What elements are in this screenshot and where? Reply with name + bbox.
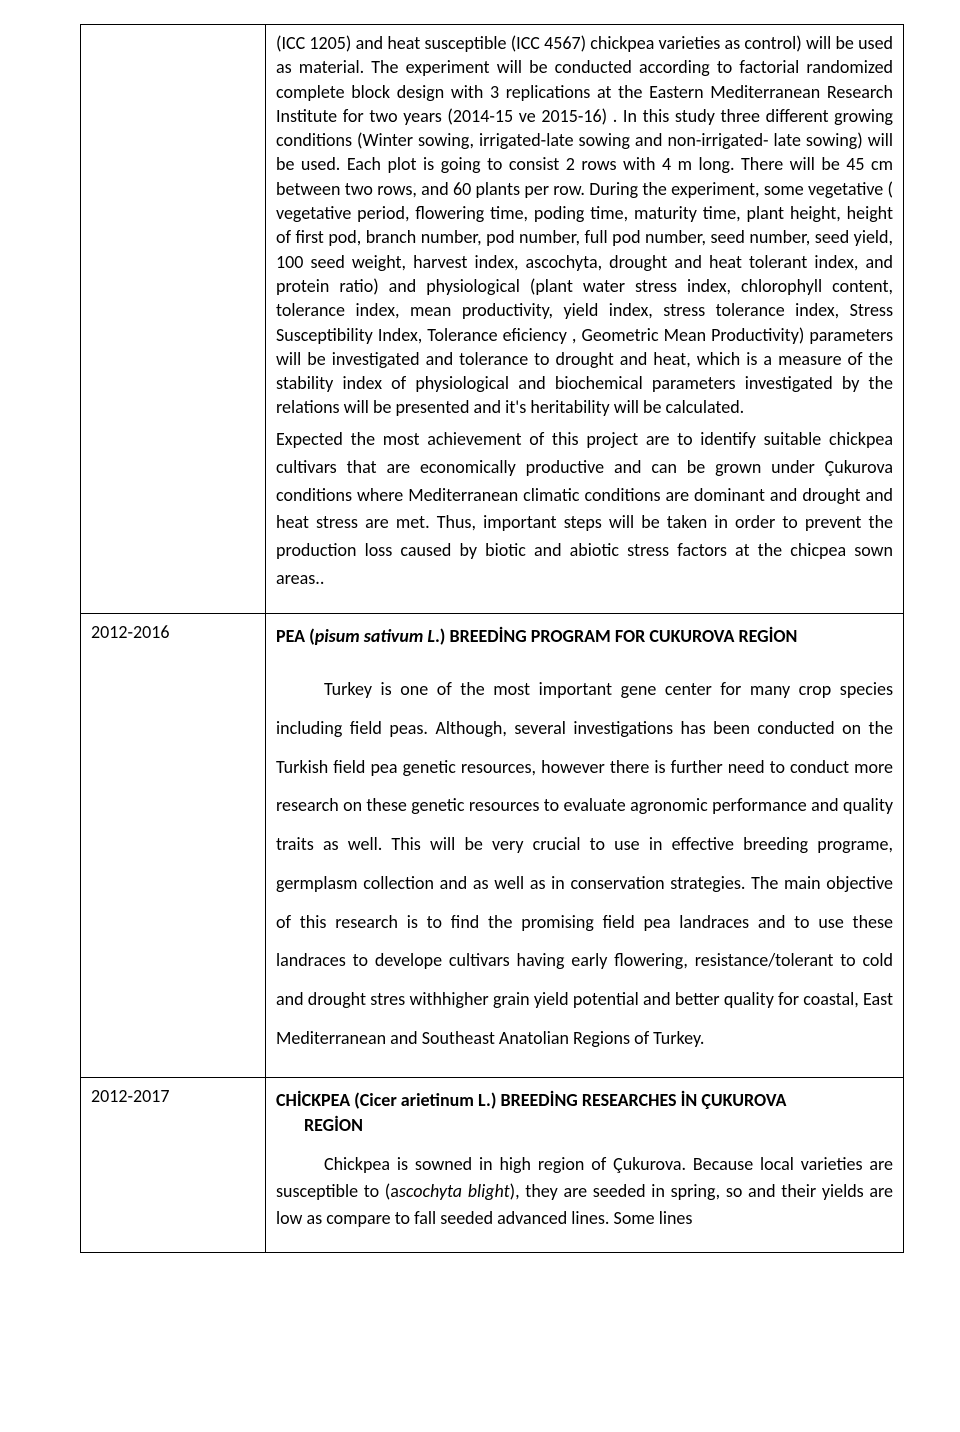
table-row: 2012-2016 PEA (pisum sativum L.) BREEDİN… xyxy=(81,614,904,1078)
title-text-italic: pisum sativum L xyxy=(315,625,435,647)
project-title: CHİCKPEA (Cicer arietinum L.) BREEDİNG R… xyxy=(276,1088,893,1137)
title-text-pre: PEA ( xyxy=(276,625,315,647)
title-text-line2: REGİON xyxy=(276,1113,893,1137)
projects-table: (ICC 1205) and heat susceptible (ICC 456… xyxy=(80,24,904,1253)
body-cell: CHİCKPEA (Cicer arietinum L.) BREEDİNG R… xyxy=(266,1078,904,1253)
body-cell: (ICC 1205) and heat susceptible (ICC 456… xyxy=(266,25,904,614)
body-paragraph: Chickpea is sowned in high region of Çuk… xyxy=(276,1151,893,1232)
date-text: 2012-2017 xyxy=(91,1085,170,1107)
body-paragraph: Turkey is one of the most important gene… xyxy=(276,670,893,1057)
body-text-italic: scochyta blight xyxy=(399,1180,510,1202)
title-text-pre: CHİCKPEA ( xyxy=(276,1089,360,1111)
body-paragraph: (ICC 1205) and heat susceptible (ICC 456… xyxy=(276,31,893,420)
title-text-post: .) BREEDİNG PROGRAM FOR CUKUROVA REGİON xyxy=(435,625,797,647)
project-title: PEA (pisum sativum L.) BREEDİNG PROGRAM … xyxy=(276,624,893,648)
date-cell: 2012-2016 xyxy=(81,614,266,1078)
date-cell xyxy=(81,25,266,614)
body-cell: PEA (pisum sativum L.) BREEDİNG PROGRAM … xyxy=(266,614,904,1078)
title-text-italic: Cicer arietinum L.) xyxy=(360,1089,497,1111)
table-row: 2012-2017 CHİCKPEA (Cicer arietinum L.) … xyxy=(81,1078,904,1253)
date-text: 2012-2016 xyxy=(91,621,170,643)
table-row: (ICC 1205) and heat susceptible (ICC 456… xyxy=(81,25,904,614)
body-paragraph: Expected the most achievement of this pr… xyxy=(276,426,893,593)
document-page: (ICC 1205) and heat susceptible (ICC 456… xyxy=(0,0,960,1293)
title-text-post: BREEDİNG RESEARCHES İN ÇUKUROVA xyxy=(496,1089,786,1111)
date-cell: 2012-2017 xyxy=(81,1078,266,1253)
